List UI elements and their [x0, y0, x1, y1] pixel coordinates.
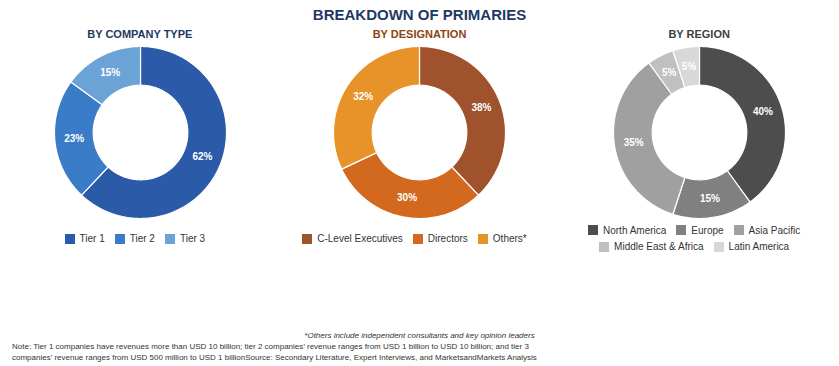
svg-text:38%: 38%: [472, 102, 492, 113]
html-text:BY COMPANY TYPE: BY COMPANY TYPE: [87, 28, 193, 40]
html-text:Europe: Europe: [691, 224, 724, 236]
html-text:*Others include independent co: *Others include independent consultants …: [304, 331, 535, 340]
svg-text:62%: 62%: [192, 151, 212, 162]
svg-text:30%: 30%: [397, 192, 417, 203]
html-text:BY REGION: BY REGION: [668, 28, 730, 40]
html-text:Directors: Directors: [427, 233, 468, 244]
html-text:Note: Tier 1 companies have re: Note: Tier 1 companies have revenues mor…: [12, 342, 529, 351]
html-text:Latin America: Latin America: [728, 241, 790, 253]
html-text:C-Level Executives: C-Level Executives: [317, 233, 403, 244]
html-text:Tier 2: Tier 2: [129, 233, 155, 244]
svg-text:40%: 40%: [753, 106, 773, 117]
html-text:Asia Pacific: Asia Pacific: [748, 224, 801, 236]
svg-text:32%: 32%: [354, 91, 374, 102]
html-text:Tier 1: Tier 1: [79, 233, 105, 244]
svg-text:35%: 35%: [624, 137, 644, 148]
html-text:North America: North America: [603, 224, 667, 236]
html-text:BREAKDOWN OF PRIMARIES: BREAKDOWN OF PRIMARIES: [312, 6, 527, 23]
svg-text:23%: 23%: [64, 133, 84, 144]
svg-text:15%: 15%: [700, 193, 720, 204]
svg-text:5%: 5%: [662, 67, 677, 78]
html-text:Middle East & Africa: Middle East & Africa: [614, 241, 704, 253]
html-text:companies’ revenue ranges from: companies’ revenue ranges from USD 500 m…: [12, 353, 537, 362]
svg-text:15%: 15%: [100, 67, 120, 78]
html-text:BY DESIGNATION: BY DESIGNATION: [372, 28, 467, 40]
html-text:Others*: Others*: [492, 233, 527, 244]
svg-text:5%: 5%: [682, 61, 697, 72]
html-text:Tier 3: Tier 3: [179, 233, 206, 244]
